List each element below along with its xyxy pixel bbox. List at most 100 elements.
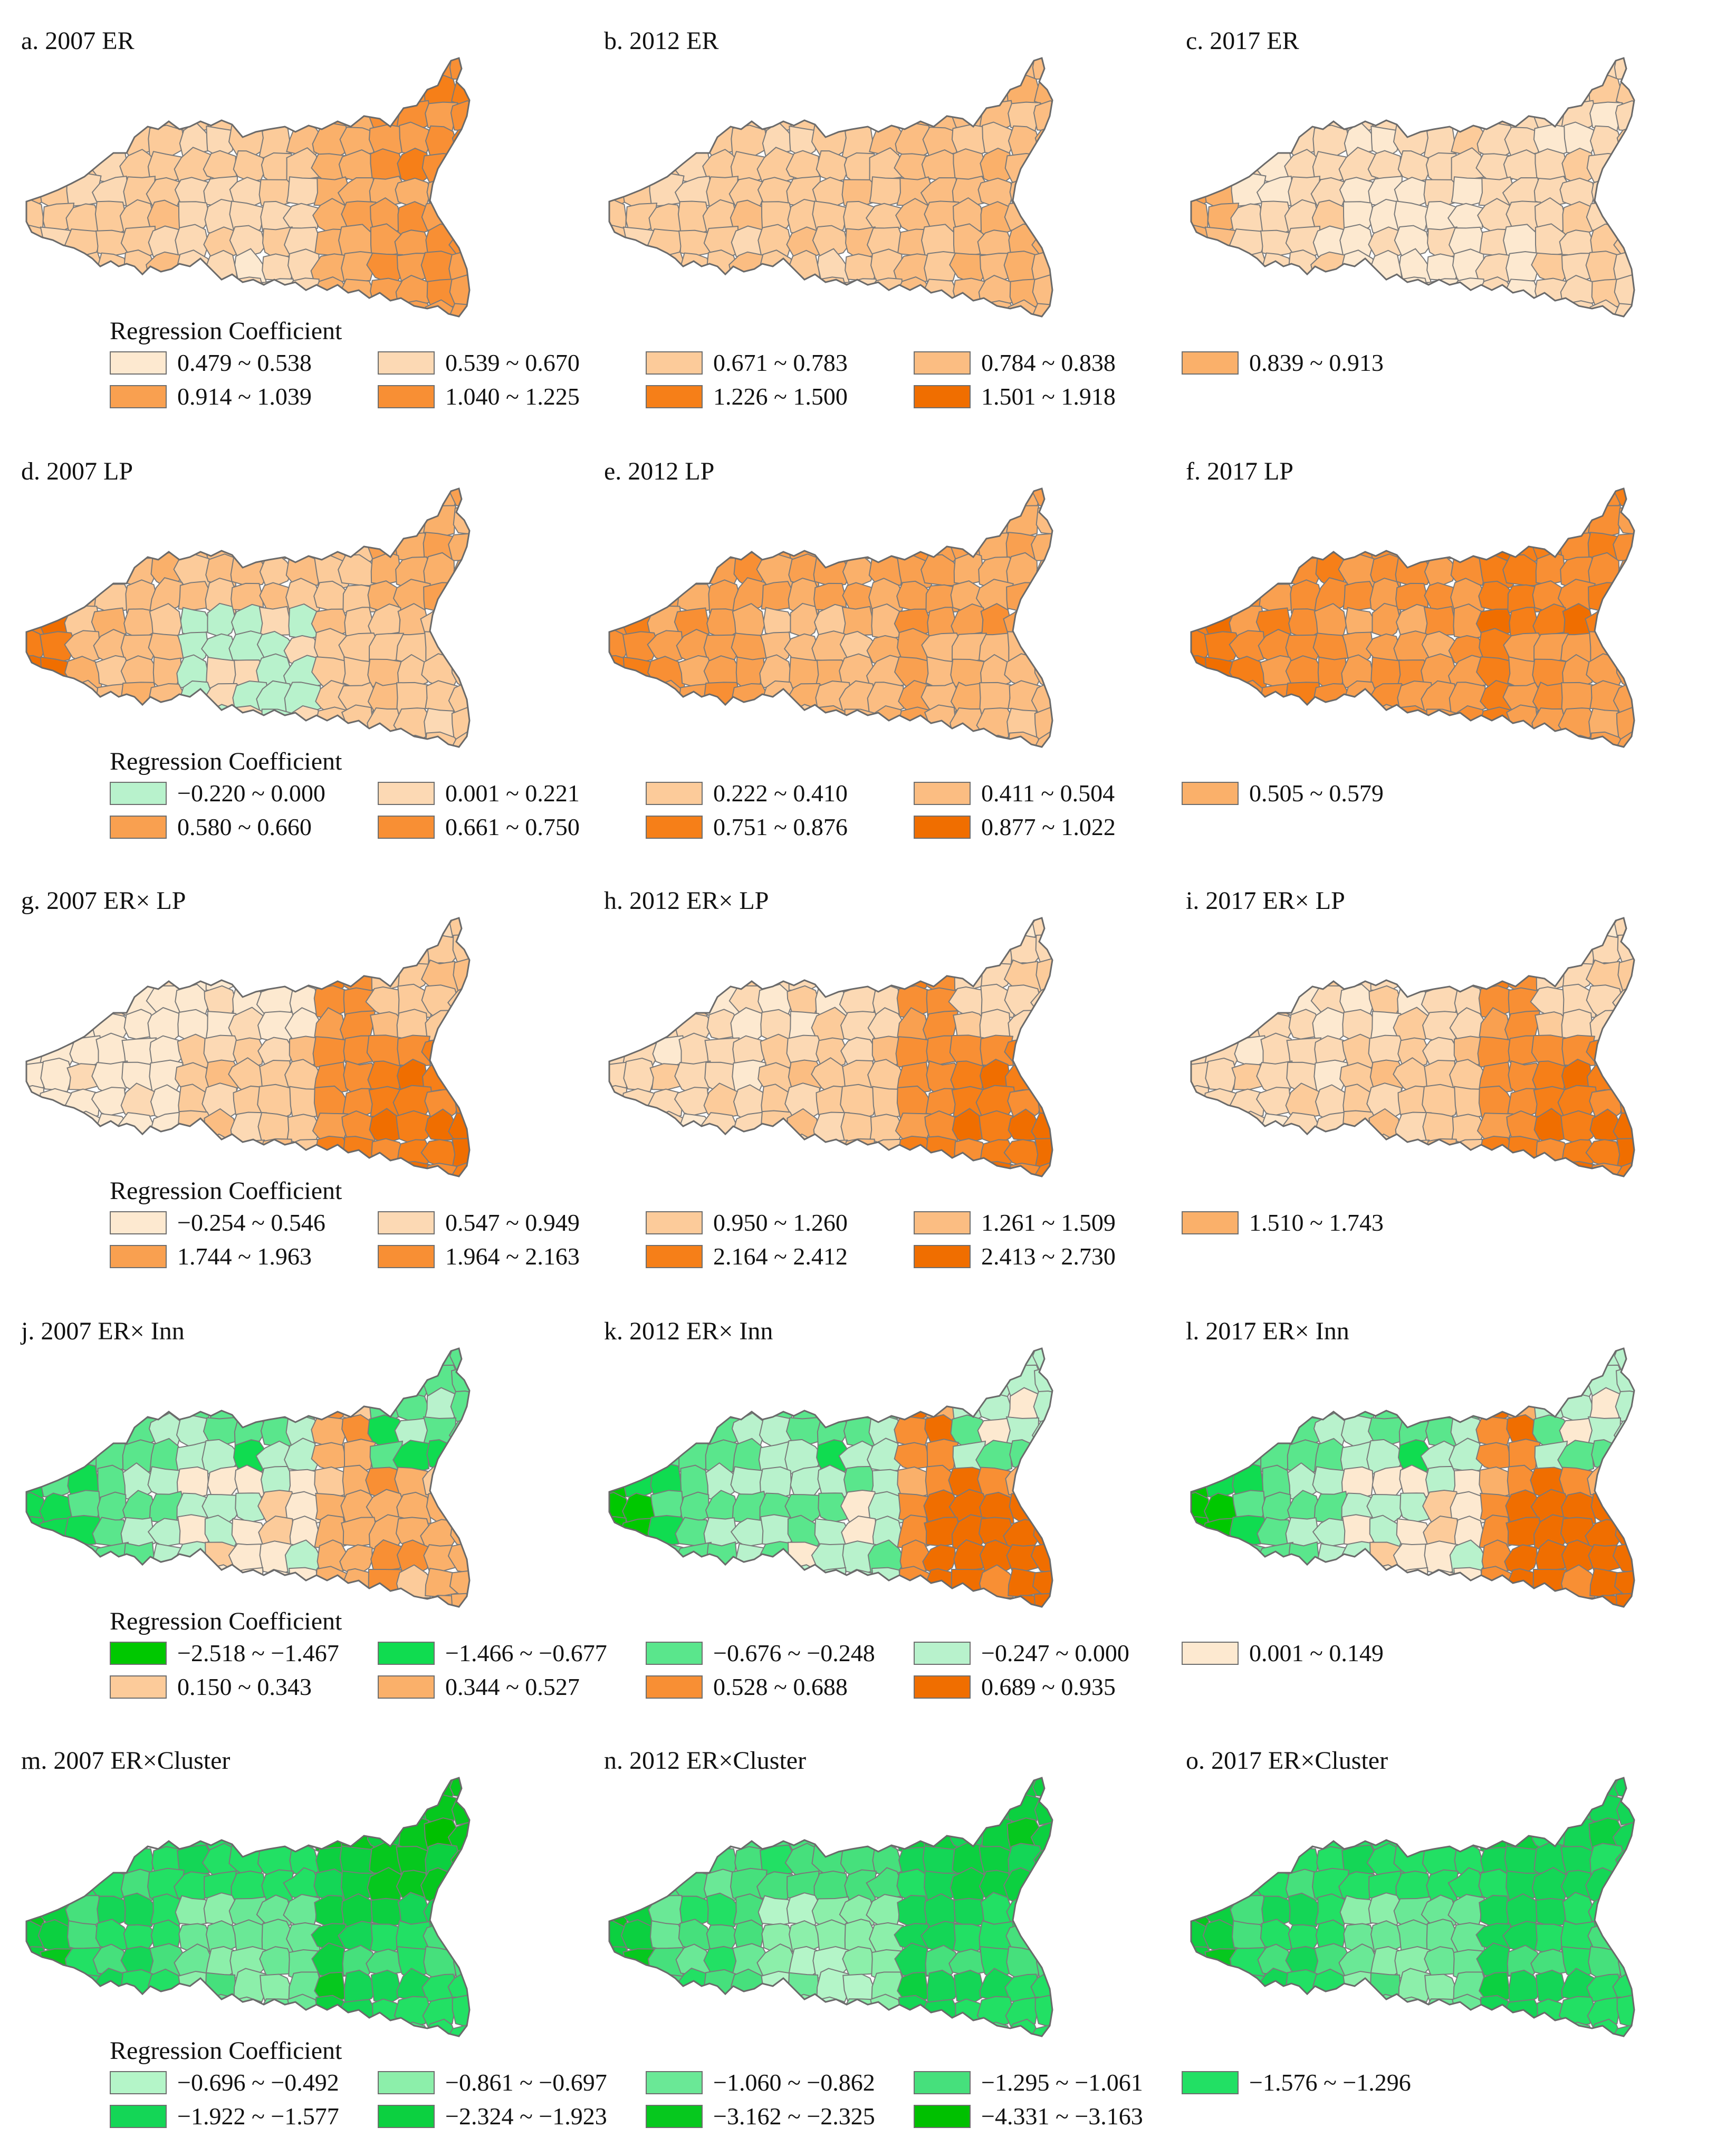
county-polygon — [1289, 507, 1320, 537]
county-polygon — [1645, 1339, 1681, 1371]
county-polygon — [1337, 1363, 1379, 1398]
county-polygon — [1642, 1768, 1676, 1803]
county-polygon — [1256, 1566, 1294, 1600]
county-polygon — [1645, 1999, 1679, 2025]
region-outline — [1190, 1777, 1635, 2037]
county-polygon — [1396, 1139, 1431, 1172]
county-polygon — [1315, 1590, 1349, 1607]
county-polygon — [729, 1137, 767, 1171]
county-polygon — [1424, 758, 1457, 789]
county-polygon — [678, 276, 713, 310]
region-outline — [1190, 917, 1635, 1177]
county-polygon — [953, 1795, 990, 1827]
county-polygon — [559, 1766, 596, 1804]
county-polygon — [678, 529, 712, 564]
county-polygon — [36, 76, 75, 106]
county-polygon — [953, 300, 986, 317]
county-polygon — [1557, 934, 1595, 967]
county-polygon — [1670, 150, 1708, 185]
county-polygon — [482, 1593, 513, 1624]
county-polygon — [1117, 628, 1149, 667]
county-polygon — [64, 2051, 103, 2078]
county-polygon — [505, 1768, 540, 1805]
county-polygon — [1142, 982, 1179, 1018]
county-polygon — [26, 685, 49, 715]
county-polygon — [343, 1366, 373, 1398]
county-polygon — [177, 275, 214, 313]
county-polygon — [1116, 936, 1151, 968]
county-polygon — [1117, 1920, 1149, 1956]
county-polygon — [26, 1795, 50, 1828]
county-polygon — [1233, 1792, 1270, 1828]
county-polygon — [26, 1545, 50, 1578]
county-polygon — [478, 1413, 514, 1447]
county-polygon — [1618, 603, 1634, 642]
county-polygon — [1532, 1158, 1569, 1176]
county-polygon — [562, 1943, 595, 1981]
county-polygon — [869, 1162, 905, 1176]
county-polygon — [731, 1968, 765, 2005]
county-polygon — [206, 125, 236, 159]
county-polygon — [1614, 1570, 1634, 1599]
county-polygon — [1394, 225, 1431, 260]
county-polygon — [39, 631, 76, 665]
county-polygon — [842, 332, 879, 360]
county-polygon — [1393, 1996, 1433, 2032]
county-polygon — [1262, 956, 1296, 996]
county-polygon — [1144, 735, 1181, 764]
county-polygon — [69, 555, 106, 590]
county-polygon — [124, 100, 156, 131]
county-polygon — [1451, 760, 1483, 792]
county-polygon — [1724, 1897, 1726, 1928]
county-polygon — [624, 278, 656, 312]
county-polygon — [344, 327, 379, 358]
county-polygon — [505, 1515, 543, 1548]
county-polygon — [261, 1348, 293, 1375]
county-polygon — [1030, 303, 1052, 317]
county-polygon — [1614, 58, 1634, 81]
county-polygon — [481, 2023, 511, 2054]
county-polygon — [730, 488, 767, 512]
county-polygon — [1142, 1843, 1178, 1880]
map-panel: c. 2017 ER — [1186, 26, 1726, 343]
county-polygon — [758, 250, 797, 284]
county-polygon — [1447, 304, 1485, 317]
county-polygon — [1699, 680, 1726, 714]
county-polygon — [1146, 1542, 1177, 1575]
county-polygon — [1366, 1592, 1405, 1607]
county-polygon — [534, 628, 567, 667]
county-polygon — [1092, 76, 1125, 108]
county-polygon — [564, 1971, 598, 2006]
county-polygon — [1672, 557, 1707, 590]
county-polygon — [341, 305, 379, 317]
county-polygon — [530, 1947, 566, 1979]
county-polygon — [1116, 1796, 1150, 1826]
county-polygon — [1644, 1441, 1680, 1472]
county-polygon — [1062, 985, 1096, 1017]
county-polygon — [66, 251, 103, 286]
county-polygon — [1641, 1616, 1677, 1651]
county-polygon — [371, 2024, 406, 2036]
county-polygon — [535, 1996, 565, 2030]
county-polygon — [533, 1847, 567, 1878]
legend-label: 0.580 ~ 0.660 — [177, 813, 312, 840]
county-polygon — [233, 531, 267, 564]
county-polygon — [1641, 1923, 1677, 1953]
county-polygon — [896, 1061, 932, 1094]
county-polygon — [650, 2023, 684, 2036]
legend-label: 0.877 ~ 1.022 — [981, 813, 1116, 840]
legend-swatch — [914, 385, 971, 408]
county-polygon — [648, 1997, 686, 2033]
county-polygon — [1090, 1869, 1122, 1901]
county-polygon — [97, 956, 131, 996]
county-polygon — [1118, 249, 1151, 284]
county-polygon — [1340, 1593, 1379, 1607]
county-polygon — [94, 102, 131, 131]
county-polygon — [506, 932, 542, 965]
county-polygon — [1117, 102, 1151, 132]
county-polygon — [480, 1999, 514, 2025]
county-polygon — [66, 935, 102, 969]
county-polygon — [1560, 71, 1595, 107]
county-polygon — [679, 252, 711, 284]
legend-label: 1.261 ~ 1.509 — [981, 1209, 1116, 1236]
